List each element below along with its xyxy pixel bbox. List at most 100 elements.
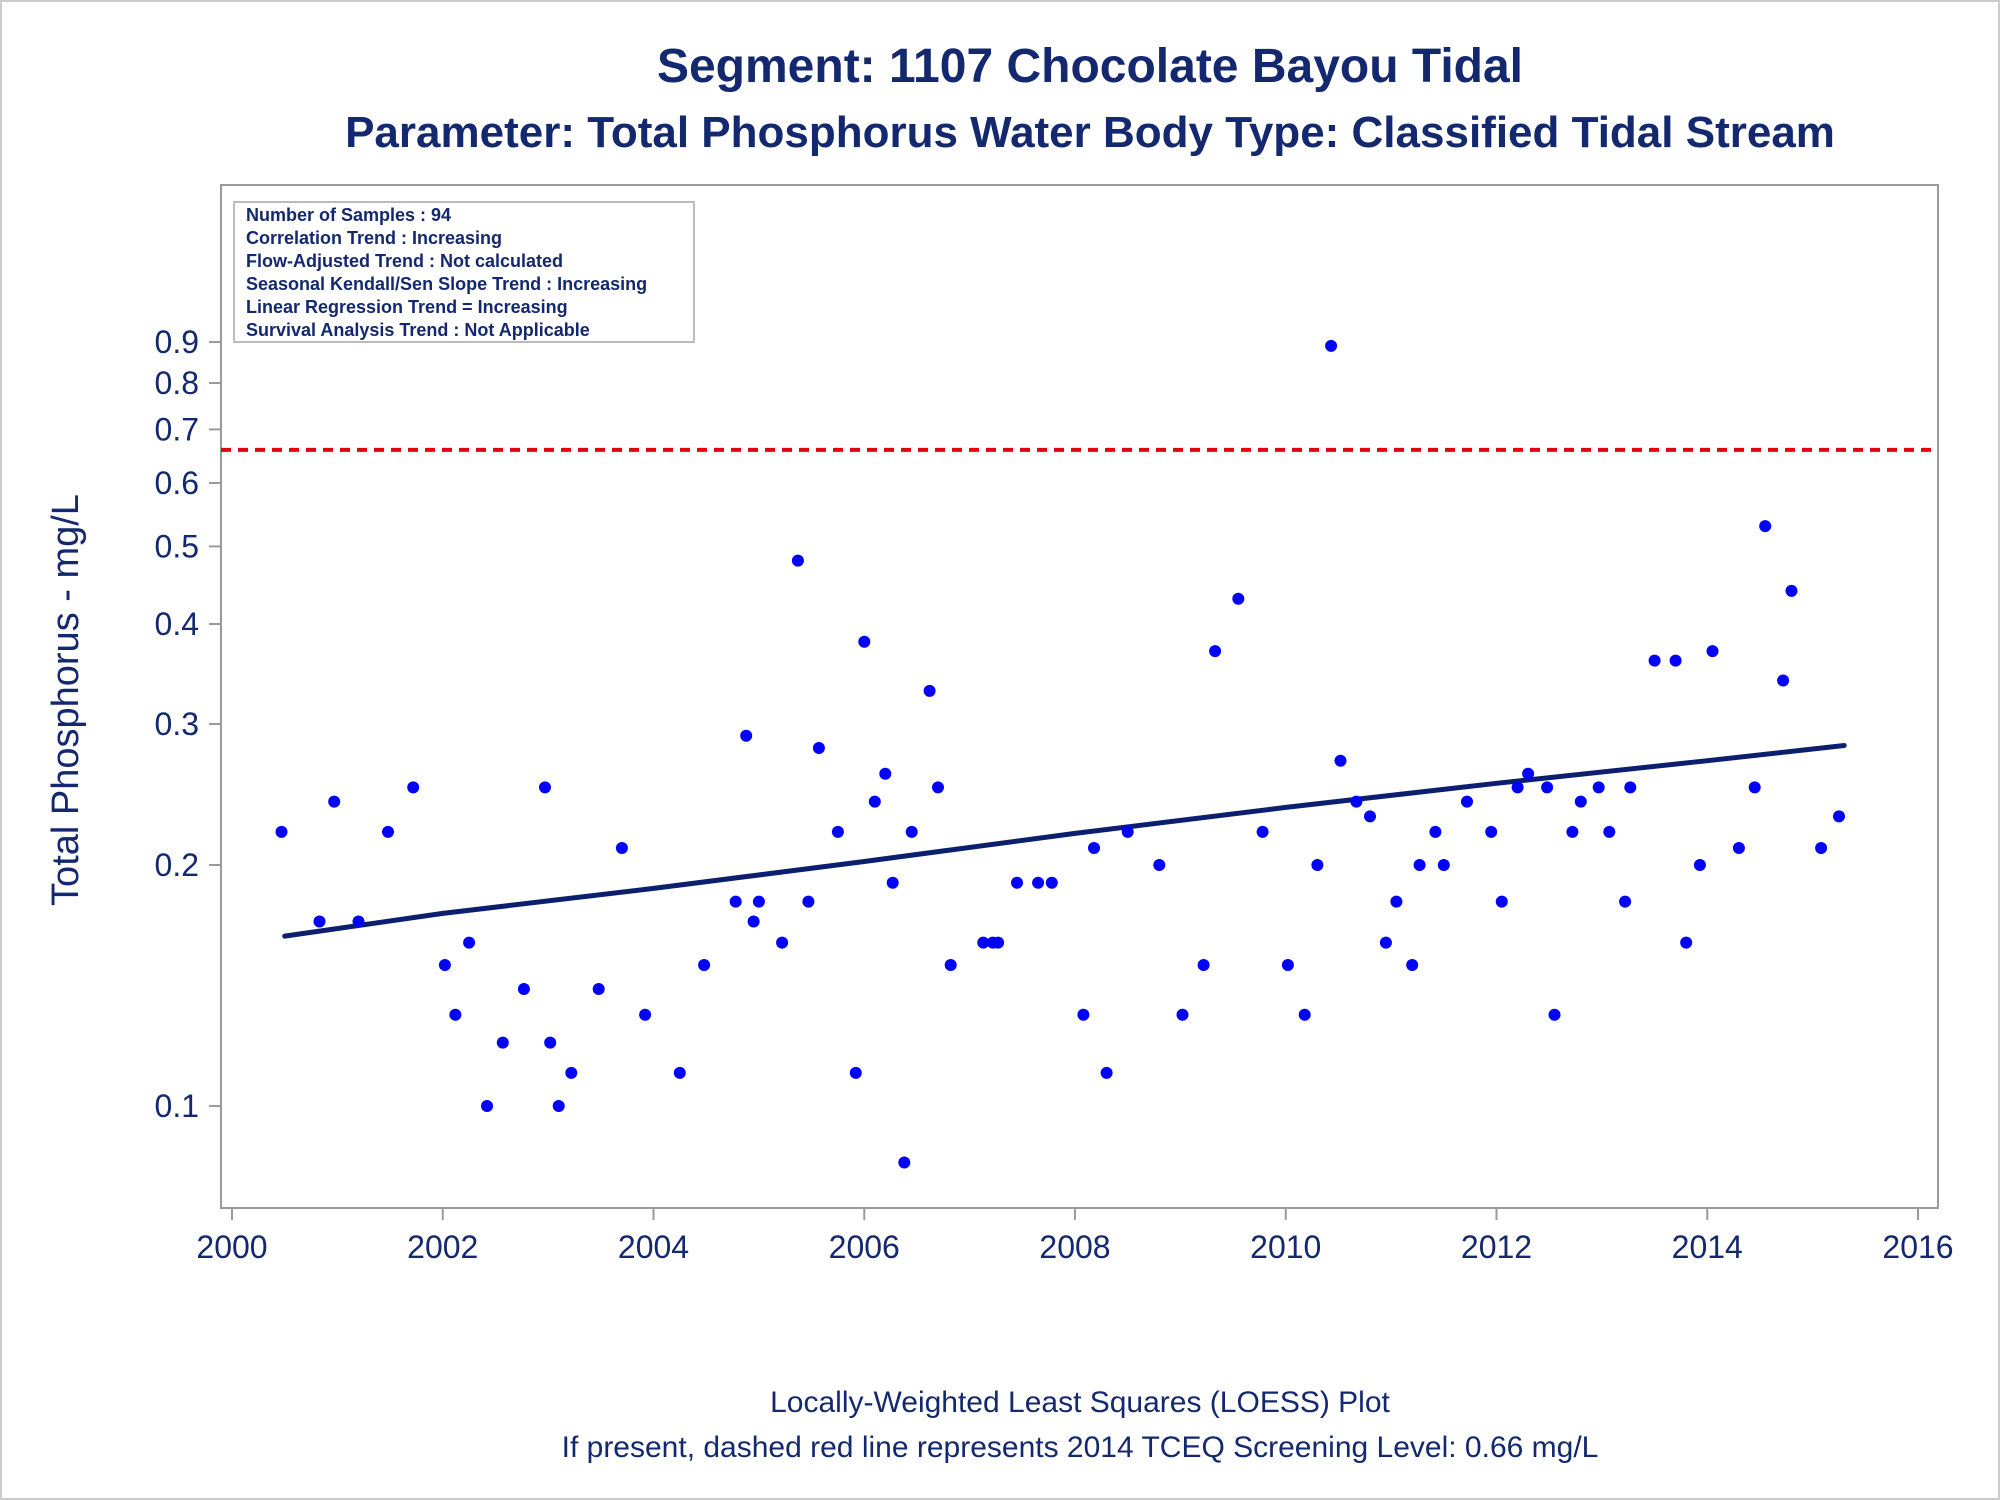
data-point [1732,842,1745,854]
data-point [879,767,892,780]
data-point [1413,859,1426,871]
data-point [1548,1008,1561,1021]
data-point [639,1008,652,1021]
data-point [544,1036,557,1049]
data-point [1648,654,1661,667]
data-point [1311,859,1324,871]
data-point [539,781,551,794]
data-point [1624,781,1637,794]
x-tick-label: 2000 [196,1229,267,1265]
data-point [1759,520,1772,533]
data-point [1748,781,1761,794]
data-point [382,825,394,838]
stats-line-5: Linear Regression Trend = Increasing [246,297,568,317]
data-points [275,339,1845,1169]
data-point [1077,1008,1090,1021]
data-point [1693,859,1706,871]
y-tick-label: 0.4 [155,606,199,642]
y-tick-label: 0.5 [155,528,199,564]
data-point [438,959,451,971]
stats-box: Number of Samples : 94 Correlation Trend… [233,201,695,343]
data-point [729,895,742,908]
stats-line-3: Flow-Adjusted Trend : Not calculated [246,251,563,271]
data-point [1541,781,1554,794]
data-point [747,915,760,928]
y-tick-label: 0.2 [155,847,199,883]
data-point [923,684,936,697]
data-point [615,842,628,854]
data-point [698,959,711,971]
data-point [886,876,899,889]
stats-line-4: Seasonal Kendall/Sen Slope Trend : Incre… [246,274,647,294]
data-point [328,795,341,808]
data-point [1461,795,1473,808]
data-point [868,795,881,808]
data-point [313,915,326,928]
trend-line-layer [282,743,1847,939]
x-tick-label: 2010 [1250,1229,1321,1265]
x-tick-label: 2006 [829,1229,900,1265]
trend-line [282,743,1847,939]
y-tick-label: 0.9 [155,324,199,360]
data-point [1281,959,1294,971]
data-point [407,781,420,794]
data-point [831,825,844,838]
data-point [1592,781,1605,794]
data-point [1669,654,1682,667]
data-point [1522,767,1535,780]
data-point [1815,842,1828,854]
data-point [802,895,815,908]
data-point [1680,936,1693,949]
data-point [673,1066,686,1079]
data-point [1495,895,1508,908]
data-point [1406,959,1419,971]
data-point [1364,810,1376,823]
data-point [858,635,871,648]
data-point [944,959,957,971]
stats-line-6: Survival Analysis Trend : Not Applicable [246,320,590,340]
data-point [552,1100,565,1112]
data-point [463,936,476,949]
data-point [275,825,288,838]
x-tick-label: 2014 [1672,1229,1743,1265]
y-axis-label: Total Phosphorus - mg/L [45,494,87,906]
x-tick-label: 2008 [1039,1229,1110,1265]
data-point [776,936,789,949]
data-point [449,1008,462,1021]
data-point [1437,859,1450,871]
footer-line-1: Locally-Weighted Least Squares (LOESS) P… [770,1386,1390,1419]
data-point [1350,795,1363,808]
axes: 2000 2002 2004 2006 2008 2010 2012 2014 2016 0.1 0… [155,184,1954,1265]
y-tick-label: 0.6 [155,465,199,501]
footer-line-2: If present, dashed red line represents 2… [562,1431,1599,1464]
data-point [1197,959,1210,971]
data-point [1232,592,1245,605]
data-point [481,1100,493,1112]
data-point [791,554,804,567]
data-point [352,915,365,928]
data-point [565,1066,578,1079]
data-point [1011,876,1023,889]
data-point [849,1066,862,1079]
data-point [592,983,605,995]
data-point [1603,825,1616,838]
x-tick-label: 2016 [1882,1229,1953,1265]
data-point [1334,754,1347,767]
data-point [1325,339,1338,352]
chart-subtitle: Parameter: Total Phosphorus Water Body T… [345,108,1835,157]
data-point [1511,781,1524,794]
data-point [1777,674,1790,687]
stats-line-1: Number of Samples : 94 [246,205,451,225]
stats-box-frame [233,201,695,343]
data-point [1706,645,1719,658]
data-point [1121,825,1134,838]
data-point [905,825,918,838]
data-point [1833,810,1845,823]
data-point [1574,795,1587,808]
data-point [517,983,530,995]
data-point [1785,584,1798,597]
data-point [1429,825,1442,838]
x-tick-label: 2002 [407,1229,478,1265]
stats-line-2: Correlation Trend : Increasing [246,228,502,248]
